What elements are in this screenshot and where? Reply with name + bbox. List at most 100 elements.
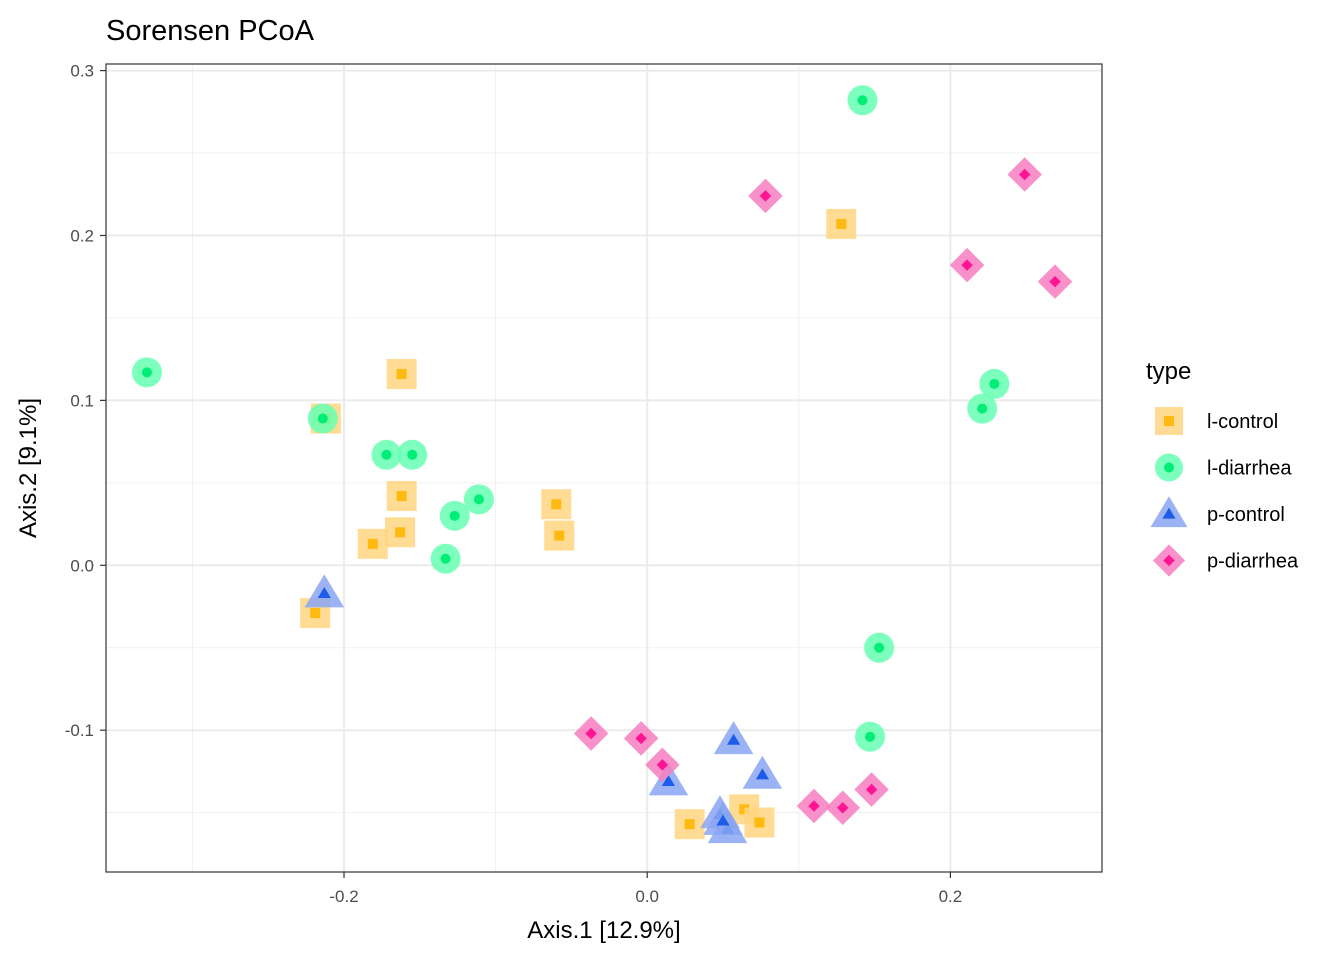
data-point-core <box>865 783 878 796</box>
y-axis-title: Axis.2 [9.1%] <box>15 398 42 538</box>
data-point <box>648 762 689 796</box>
data-point <box>386 359 417 390</box>
data-point-core <box>739 804 750 815</box>
data-point <box>541 489 572 520</box>
data-point <box>1007 157 1042 192</box>
data-point <box>397 439 428 470</box>
data-point <box>439 500 470 531</box>
data-point-core <box>310 608 321 619</box>
data-point-core <box>727 733 741 745</box>
data-point-core <box>754 817 765 828</box>
data-point-core <box>1049 275 1061 288</box>
data-point-core <box>407 449 418 460</box>
data-point-core <box>381 449 392 460</box>
data-point <box>744 807 775 838</box>
legend-label: p-diarrhea <box>1207 551 1299 573</box>
data-point <box>371 439 402 470</box>
data-point-core <box>716 814 730 826</box>
legend-label: l-diarrhea <box>1207 458 1292 480</box>
data-point <box>304 574 345 608</box>
data-point-core <box>396 491 407 502</box>
plot-panel-border <box>105 63 1103 873</box>
y-tick-label: 0.2 <box>70 226 94 245</box>
data-point-core <box>656 759 669 771</box>
data-point-core <box>473 494 484 505</box>
data-point <box>357 528 388 559</box>
data-point <box>796 788 832 824</box>
series-p-diarrhea <box>573 157 1073 825</box>
data-point-core <box>395 527 406 538</box>
data-point <box>855 721 886 752</box>
legend-key-core <box>1163 554 1175 567</box>
data-point <box>847 85 878 116</box>
data-point <box>703 801 743 835</box>
data-point-core <box>989 378 1000 389</box>
data-point-core <box>661 774 676 786</box>
data-point-core <box>836 218 847 229</box>
series-p-control <box>304 574 783 844</box>
data-point <box>385 517 416 548</box>
data-point <box>748 178 783 214</box>
y-tick-label: 0.0 <box>70 556 94 575</box>
legend-item-p-diarrhea: p-diarrhea <box>1148 539 1299 582</box>
data-point <box>979 368 1010 399</box>
data-point <box>967 393 998 424</box>
legend-label: l-control <box>1207 411 1278 433</box>
legend-item-p-control: p-control <box>1148 493 1285 535</box>
data-point-core <box>808 800 820 812</box>
data-point-core <box>1018 168 1031 181</box>
legend-title: type <box>1146 358 1191 385</box>
chart-title: Sorensen PCoA <box>106 15 315 47</box>
data-point <box>949 247 985 283</box>
data-point-core <box>367 538 378 549</box>
data-point <box>864 632 895 663</box>
data-point <box>826 208 857 239</box>
legend-key-core <box>1164 416 1174 426</box>
legend-key-core <box>1164 462 1174 473</box>
legend: type l-control l-diarrhea p-control p-diarr… <box>1146 358 1299 582</box>
data-point-core <box>684 819 695 830</box>
grid-minor <box>106 64 1103 872</box>
data-point <box>674 809 705 840</box>
data-point-core <box>857 95 868 106</box>
data-point <box>713 721 754 755</box>
x-axis-title: Axis.1 [12.9%] <box>527 917 680 944</box>
series-l-diarrhea <box>131 85 1010 752</box>
y-tick-label: 0.1 <box>70 391 94 410</box>
data-point-core <box>317 413 328 424</box>
data-point-core <box>585 727 597 740</box>
data-point <box>386 481 417 512</box>
data-point-core <box>635 732 647 745</box>
data-point <box>463 484 494 515</box>
data-point-core <box>554 530 565 541</box>
y-tick-label: 0.3 <box>70 62 94 81</box>
data-point-core <box>317 586 331 598</box>
legend-item-l-diarrhea: l-diarrhea <box>1148 446 1292 489</box>
data-point-core <box>874 642 885 653</box>
y-tick-label: -0.1 <box>65 721 94 740</box>
data-point <box>1037 264 1073 299</box>
data-point <box>544 520 575 551</box>
data-points <box>131 85 1073 844</box>
data-point-core <box>440 553 451 564</box>
legend-label: p-control <box>1207 504 1285 526</box>
x-axis-ticks: -0.2 0.0 0.2 <box>329 872 962 906</box>
data-point-core <box>141 367 152 378</box>
data-point-core <box>961 259 973 271</box>
data-point-core <box>865 731 876 742</box>
data-point-core <box>977 403 988 414</box>
data-point <box>825 790 861 825</box>
data-point-core <box>837 801 849 814</box>
data-point-core <box>449 510 460 521</box>
legend-key-core <box>1162 507 1176 519</box>
data-point-core <box>396 369 407 380</box>
data-point <box>645 747 680 783</box>
data-point <box>623 721 659 756</box>
data-point <box>430 543 461 574</box>
data-point-core <box>755 768 770 780</box>
data-point <box>307 403 338 434</box>
data-point-core <box>551 499 562 510</box>
data-point <box>854 772 889 807</box>
